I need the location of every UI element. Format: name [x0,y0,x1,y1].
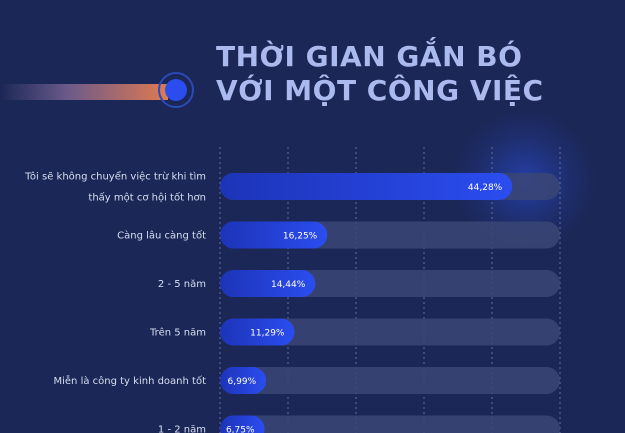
value-label-4: 6,99% [228,377,257,387]
category-label-2: 2 - 5 năm [158,279,206,290]
category-label-3: Trên 5 năm [149,327,206,339]
bar-track-4 [220,367,560,394]
value-label-2: 14,44% [271,280,306,290]
value-label-1: 16,25% [283,232,318,242]
chart-title-line-2: VỚI MỘT CÔNG VIỆC [216,74,544,107]
category-label-5: 1 - 2 năm [158,425,206,433]
category-label-0-line-1: thấy một cơ hội tốt hơn [88,192,206,204]
accent-ring-icon [158,72,194,108]
accent-dot-icon [165,79,187,101]
bar-1 [220,221,328,249]
bar-0 [220,173,513,200]
accent-line [0,84,168,100]
bar-4 [220,367,267,394]
category-label-1: Càng lâu càng tốt [117,230,206,242]
category-label-0-line-0: Tôi sẽ không chuyển việc trừ khi tìm [24,170,206,183]
bar-3 [220,318,295,346]
chart-title-line-1: THỜI GIAN GẮN BÓ [216,40,523,73]
category-label-4: Miễn là công ty kinh doanh tốt [54,374,207,387]
bar-5 [220,415,265,433]
value-label-5: 6,75% [226,426,255,433]
value-label-3: 11,29% [250,329,285,339]
chart-title: THỜI GIAN GẮN BÓ VỚI MỘT CÔNG VIỆC [216,40,544,108]
bar-track-5 [220,415,560,433]
bar-track-3 [220,318,560,346]
value-label-0: 44,28% [468,183,503,193]
bar-2 [220,270,316,297]
